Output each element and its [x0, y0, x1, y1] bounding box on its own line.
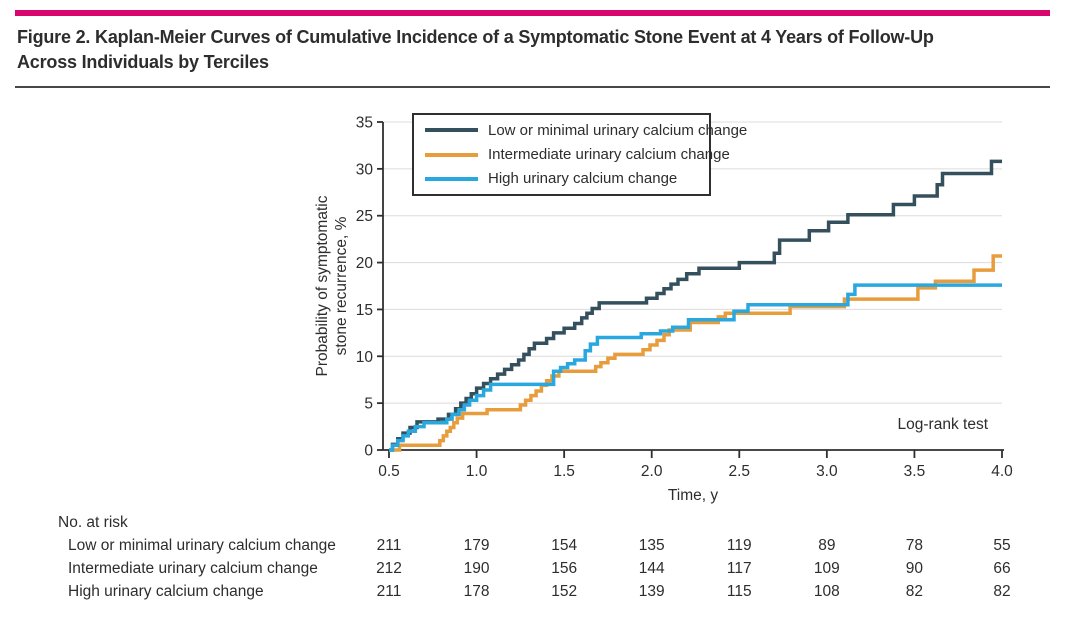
x-tick-label: 0.5 — [378, 463, 400, 480]
risk-row-label-intermediate: Intermediate urinary calcium change — [68, 560, 318, 577]
legend-label: High urinary calcium change — [488, 170, 678, 188]
x-tick-label: 2.5 — [729, 463, 751, 480]
legend-item-low: Low or minimal urinary calcium change — [414, 119, 747, 141]
km-curve-1 — [389, 254, 1002, 452]
risk-count: 89 — [818, 537, 836, 554]
x-tick-label: 3.0 — [816, 463, 838, 480]
x-tick-label: 1.5 — [553, 463, 575, 480]
risk-count: 55 — [993, 537, 1011, 554]
risk-count: 82 — [993, 583, 1011, 600]
legend-line-swatch-low — [425, 128, 478, 133]
risk-count: 115 — [726, 583, 752, 600]
risk-count: 156 — [551, 560, 578, 577]
risk-count: 66 — [993, 560, 1011, 577]
risk-count: 135 — [638, 537, 665, 554]
risk-count: 139 — [638, 583, 665, 600]
y-tick-label: 25 — [356, 208, 373, 225]
log-rank-annotation: Log-rank test — [897, 416, 988, 433]
y-tick-label: 10 — [356, 349, 374, 366]
x-tick-label: 1.0 — [466, 463, 488, 480]
risk-table-header: No. at risk — [58, 514, 128, 531]
legend-item-intermediate: Intermediate urinary calcium change — [414, 144, 730, 166]
y-tick-label: 35 — [356, 115, 373, 132]
risk-count: 108 — [813, 583, 840, 600]
risk-count: 179 — [463, 537, 490, 554]
risk-count: 90 — [905, 560, 924, 577]
accent-bar — [15, 10, 1050, 16]
risk-count: 78 — [905, 537, 924, 554]
legend-line-swatch-high — [425, 176, 478, 181]
x-tick-label: 4.0 — [991, 463, 1013, 480]
risk-count: 190 — [463, 560, 490, 577]
y-tick-label: 5 — [364, 396, 373, 413]
legend-label: Intermediate urinary calcium change — [488, 146, 730, 163]
y-tick-label: 0 — [364, 443, 373, 460]
y-tick-label: 15 — [356, 302, 373, 319]
risk-count: 211 — [376, 583, 402, 600]
y-tick-label: 20 — [356, 255, 374, 272]
risk-count: 152 — [551, 583, 578, 600]
title-divider — [15, 86, 1050, 88]
risk-count: 154 — [551, 537, 578, 554]
x-tick-label: 3.5 — [904, 463, 926, 480]
figure-title-line1: Figure 2. Kaplan-Meier Curves of Cumulat… — [17, 27, 934, 47]
km-curve-0 — [389, 159, 1002, 452]
km-curve-2 — [389, 283, 1002, 452]
x-tick-label: 2.0 — [641, 463, 663, 480]
risk-count: 212 — [376, 560, 402, 577]
chart-legend: Low or minimal urinary calcium change In… — [412, 113, 747, 196]
x-axis-label: Time, y — [667, 487, 719, 504]
legend-label: Low or minimal urinary calcium change — [488, 121, 748, 139]
risk-count: 109 — [813, 560, 840, 577]
risk-count: 144 — [638, 560, 665, 577]
legend-item-high: High urinary calcium change — [414, 168, 709, 190]
risk-row-label-high: High urinary calcium change — [68, 583, 264, 600]
risk-count: 82 — [905, 583, 924, 600]
legend-line-swatch-intermediate — [425, 152, 478, 157]
risk-count: 211 — [376, 537, 402, 554]
figure-title-line2: Across Individuals by Terciles — [17, 52, 269, 72]
figure-title: Figure 2. Kaplan-Meier Curves of Cumulat… — [17, 25, 1051, 75]
risk-row-label-low: Low or minimal urinary calcium change — [68, 537, 336, 554]
risk-count: 178 — [463, 583, 490, 600]
y-tick-label: 30 — [356, 161, 374, 178]
risk-count: 119 — [726, 537, 752, 554]
risk-count: 117 — [726, 560, 752, 577]
